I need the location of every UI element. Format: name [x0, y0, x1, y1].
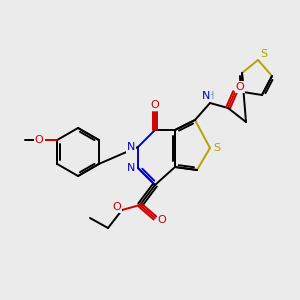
Text: S: S: [213, 143, 220, 153]
Text: N: N: [202, 91, 210, 101]
Text: S: S: [260, 49, 268, 59]
Text: H: H: [207, 91, 215, 101]
Text: O: O: [35, 135, 44, 145]
Text: N: N: [127, 163, 135, 173]
Text: O: O: [158, 215, 166, 225]
Text: N: N: [127, 142, 135, 152]
Text: O: O: [151, 100, 159, 110]
Text: O: O: [236, 82, 244, 92]
Text: O: O: [112, 202, 122, 212]
